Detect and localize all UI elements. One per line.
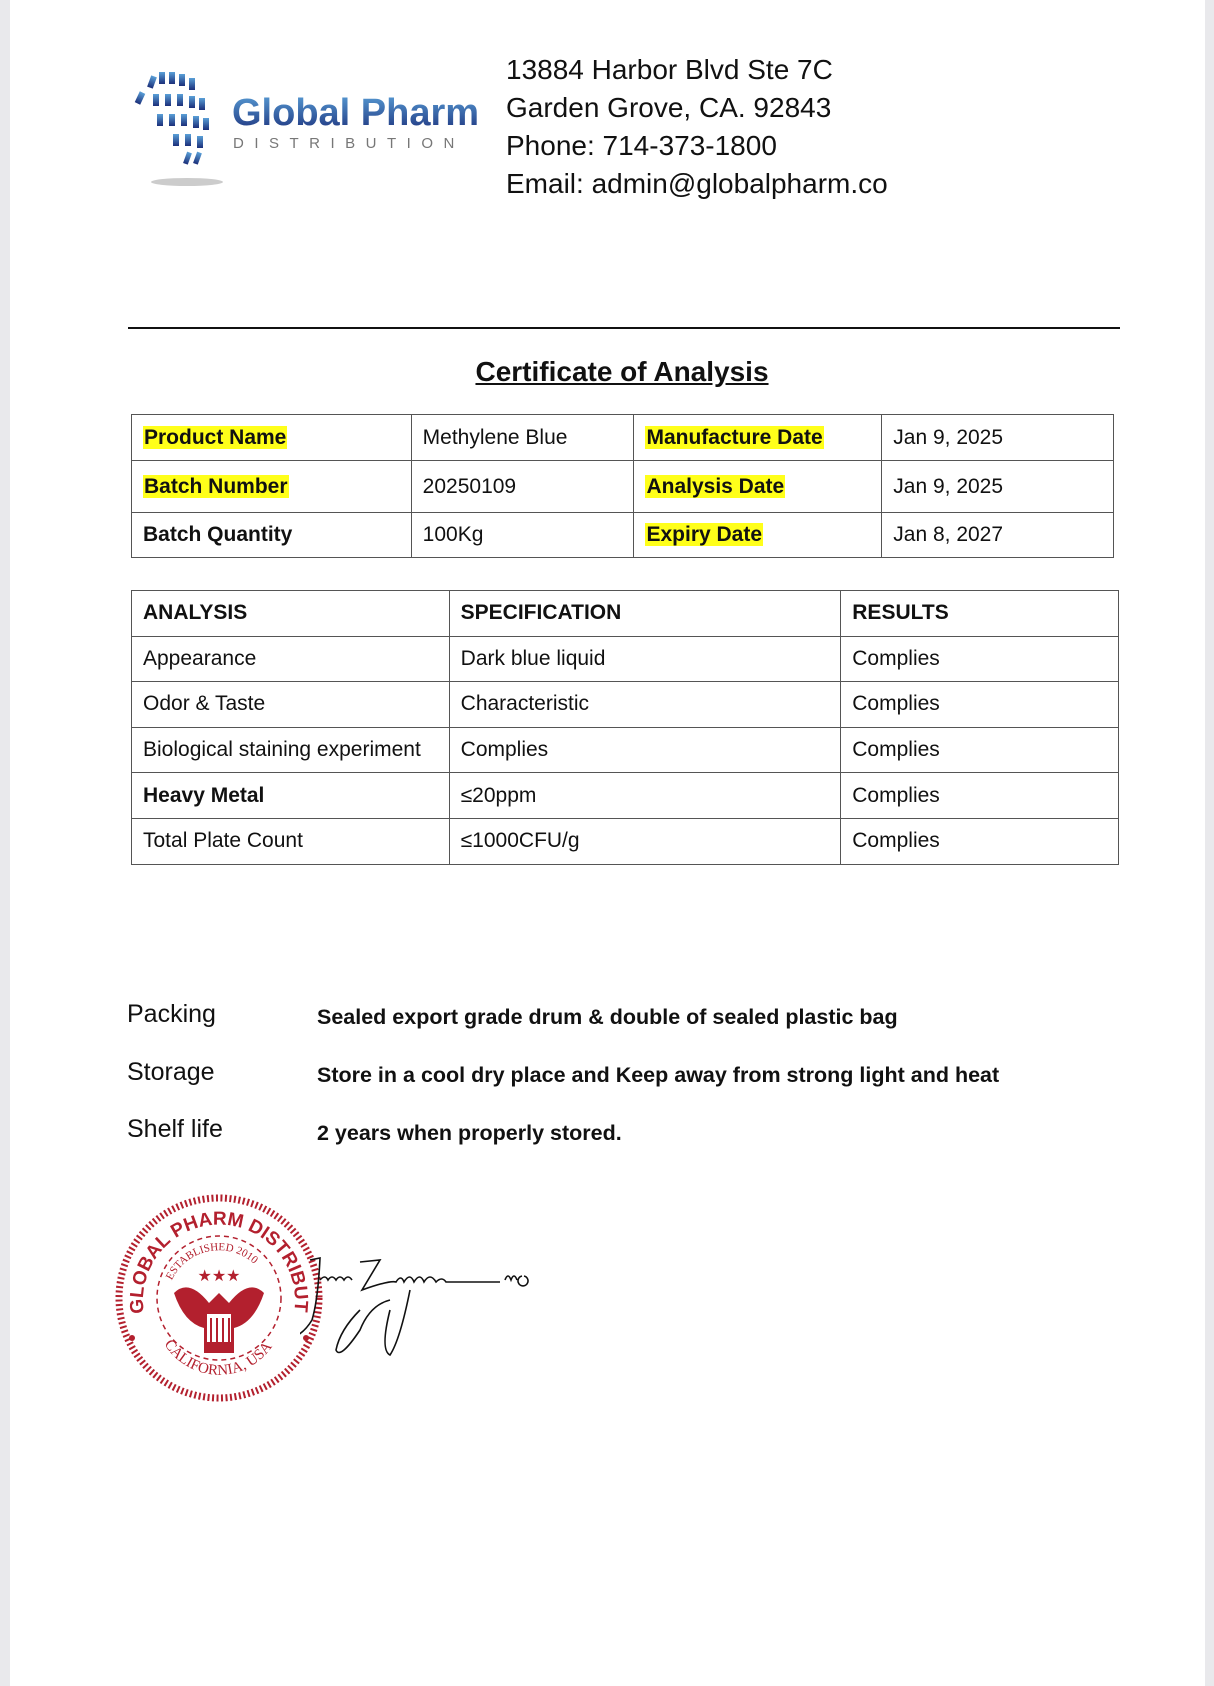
packing-label: Packing: [127, 1000, 216, 1028]
manufacture-date-value: Jan 9, 2025: [881, 414, 1114, 461]
result-cell: Complies: [840, 772, 1119, 819]
address-line: Garden Grove, CA. 92843: [506, 92, 832, 123]
phone: Phone: 714-373-1800: [506, 130, 777, 161]
address-line: 13884 Harbor Blvd Ste 7C: [506, 54, 833, 85]
product-info-table: Product Name Methylene Blue Manufacture …: [131, 414, 1114, 558]
company-seal: GLOBAL PHARM DISTRIBUTION ESTABLISHED 20…: [107, 1177, 324, 1403]
result-cell: Complies: [840, 635, 1119, 683]
analysis-cell: Odor & Taste: [131, 681, 450, 728]
table-row: Appearance Dark blue liquid Complies: [131, 635, 1119, 683]
batch-quantity-label: Batch Quantity: [131, 512, 412, 558]
storage-label: Storage: [127, 1058, 215, 1086]
email: Email: admin@globalpharm.co: [506, 168, 888, 199]
table-row: Batch Number 20250109 Analysis Date Jan …: [131, 460, 1114, 513]
batch-number-label: Batch Number: [143, 474, 289, 498]
table-row: Biological staining experiment Complies …: [131, 726, 1119, 774]
shelf-life-value: 2 years when properly stored.: [317, 1121, 622, 1145]
analysis-cell: Appearance: [131, 635, 450, 683]
logo-tagline: DISTRIBUTION: [233, 135, 465, 152]
batch-number-value: 20250109: [410, 460, 635, 513]
column-header: RESULTS: [840, 590, 1119, 637]
seal-icon: GLOBAL PHARM DISTRIBUTION ESTABLISHED 20…: [107, 1177, 323, 1402]
globe-icon: Global Pharm DISTRIBUTION: [134, 72, 479, 186]
table-row: Product Name Methylene Blue Manufacture …: [131, 414, 1114, 461]
table-row: Batch Quantity 100Kg Expiry Date Jan 8, …: [131, 512, 1114, 558]
specification-cell: Dark blue liquid: [448, 635, 842, 683]
company-logo: Global Pharm DISTRIBUTION: [129, 68, 489, 190]
product-name-label: Product Name: [143, 425, 288, 449]
analysis-cell: Heavy Metal: [131, 772, 450, 819]
signature: [279, 1250, 540, 1360]
analysis-date-value: Jan 9, 2025: [881, 460, 1114, 513]
signature-icon: [279, 1257, 529, 1357]
result-cell: Complies: [840, 681, 1119, 728]
column-header: ANALYSIS: [131, 590, 450, 637]
analysis-cell: Total Plate Count: [131, 817, 450, 865]
table-row: Odor & Taste Characteristic Complies: [131, 681, 1119, 728]
manufacture-date-label: Manufacture Date: [645, 425, 824, 449]
company-address: 13884 Harbor Blvd Ste 7C Garden Grove, C…: [506, 51, 888, 203]
table-header-row: ANALYSIS SPECIFICATION RESULTS: [131, 590, 1119, 637]
shelf-life-label: Shelf life: [127, 1115, 223, 1143]
expiry-date-value: Jan 8, 2027: [881, 512, 1114, 558]
specification-cell: ≤20ppm: [448, 772, 842, 819]
specification-cell: ≤1000CFU/g: [448, 817, 842, 865]
logo-wordmark: Global Pharm: [232, 92, 479, 134]
header-divider: [128, 327, 1120, 329]
column-header: SPECIFICATION: [448, 590, 842, 637]
analysis-date-label: Analysis Date: [645, 474, 786, 498]
result-cell: Complies: [840, 726, 1119, 774]
specification-cell: Complies: [448, 726, 842, 774]
storage-value: Store in a cool dry place and Keep away …: [317, 1063, 1000, 1087]
analysis-table: ANALYSIS SPECIFICATION RESULTS Appearanc…: [131, 590, 1119, 865]
document-title: Certificate of Analysis: [475, 356, 769, 387]
table-row: Total Plate Count ≤1000CFU/g Complies: [131, 817, 1119, 865]
batch-quantity-value: 100Kg: [410, 512, 635, 558]
svg-text:★★★: ★★★: [197, 1268, 240, 1285]
product-name-value: Methylene Blue: [410, 414, 635, 461]
specification-cell: Characteristic: [448, 681, 842, 728]
table-row: Heavy Metal ≤20ppm Complies: [131, 772, 1119, 819]
packing-value: Sealed export grade drum & double of sea…: [317, 1005, 898, 1029]
analysis-cell: Biological staining experiment: [131, 726, 450, 774]
expiry-date-label: Expiry Date: [645, 523, 764, 546]
result-cell: Complies: [840, 817, 1119, 865]
